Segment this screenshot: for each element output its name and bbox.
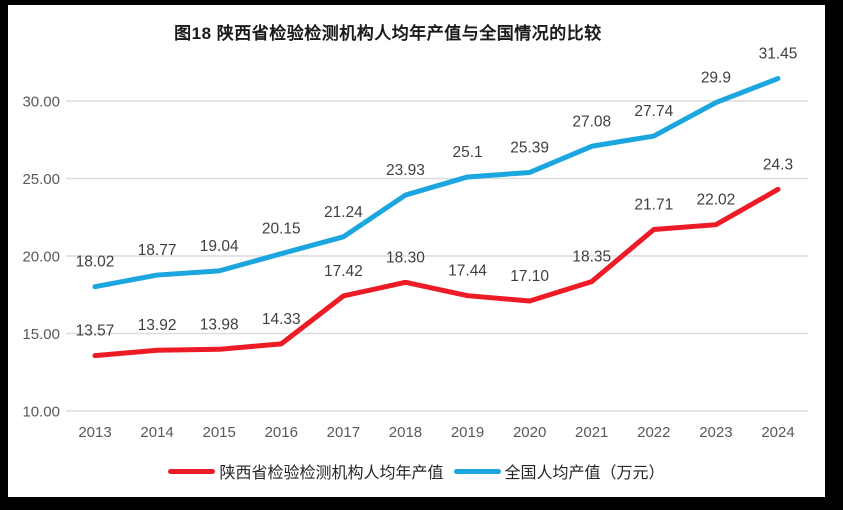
x-axis-tick-label: 2013 xyxy=(78,424,111,441)
y-axis-tick-label: 20.00 xyxy=(22,249,60,266)
x-axis-tick-label: 2023 xyxy=(699,424,732,441)
data-label-national: 25.39 xyxy=(510,139,549,156)
x-axis-tick-label: 2021 xyxy=(575,424,608,441)
data-label-shaanxi: 17.44 xyxy=(448,263,487,280)
data-label-national: 31.45 xyxy=(759,46,798,63)
x-axis-tick-label: 2018 xyxy=(389,424,422,441)
data-label-national: 25.1 xyxy=(452,144,482,161)
data-label-national: 20.15 xyxy=(262,221,301,238)
data-label-national: 27.08 xyxy=(572,113,611,130)
data-label-shaanxi: 13.92 xyxy=(138,317,177,334)
data-label-shaanxi: 21.71 xyxy=(634,196,673,213)
line-chart-plot-area: 10.00 15.00 20.00 25.00 30.00 2013 2014 2015 201… xyxy=(22,46,808,441)
data-label-shaanxi: 14.33 xyxy=(262,311,301,328)
data-label-national: 19.04 xyxy=(200,238,239,255)
x-axis-tick-label: 2015 xyxy=(202,424,235,441)
y-axis-tick-label: 25.00 xyxy=(22,171,60,188)
x-axis-tick-label: 2020 xyxy=(513,424,546,441)
legend-label-national: 全国人均产值（万元） xyxy=(504,465,665,482)
data-label-shaanxi: 17.10 xyxy=(510,268,549,285)
y-axis-tick-label: 30.00 xyxy=(22,94,60,111)
data-label-national: 29.9 xyxy=(701,70,731,87)
data-label-shaanxi: 18.35 xyxy=(572,249,611,266)
data-label-shaanxi: 24.3 xyxy=(763,156,793,173)
chart-legend: 陕西省检验检测机构人均年产值 全国人均产值（万元） xyxy=(8,460,825,482)
data-label-national: 27.74 xyxy=(634,103,673,120)
x-axis-tick-label: 2022 xyxy=(637,424,670,441)
x-axis-tick-label: 2019 xyxy=(451,424,484,441)
chart-title: 图18 陕西省检验检测机构人均年产值与全国情况的比较 xyxy=(174,24,602,43)
y-axis-tick-label: 15.00 xyxy=(22,326,60,343)
series-line-shaanxi xyxy=(92,186,781,359)
data-label-national: 21.24 xyxy=(324,204,363,221)
data-label-shaanxi: 13.57 xyxy=(76,323,115,340)
data-label-shaanxi: 22.02 xyxy=(697,192,736,209)
legend-item-shaanxi: 陕西省检验检测机构人均年产值 xyxy=(168,459,444,483)
legend-swatch-national-blue-line xyxy=(453,468,501,474)
data-label-shaanxi: 18.30 xyxy=(386,249,425,266)
data-label-national: 18.77 xyxy=(138,242,177,259)
x-axis-tick-label: 2024 xyxy=(761,424,794,441)
chart-panel: 10.00 15.00 20.00 25.00 30.00 2013 2014 2015 201… xyxy=(8,5,825,497)
y-axis-tick-label: 10.00 xyxy=(22,404,60,421)
x-axis-tick-label: 2016 xyxy=(265,424,298,441)
data-label-shaanxi: 17.42 xyxy=(324,263,363,280)
data-label-national: 23.93 xyxy=(386,162,425,179)
legend-swatch-shaanxi-red-line xyxy=(168,468,216,474)
x-axis-tick-label: 2017 xyxy=(327,424,360,441)
data-label-shaanxi: 13.98 xyxy=(200,316,239,333)
data-label-national: 18.02 xyxy=(76,254,115,271)
legend-item-national: 全国人均产值（万元） xyxy=(453,459,665,483)
series-line-national xyxy=(92,76,781,290)
x-axis-tick-label: 2014 xyxy=(140,424,173,441)
legend-label-shaanxi: 陕西省检验检测机构人均年产值 xyxy=(219,465,444,482)
